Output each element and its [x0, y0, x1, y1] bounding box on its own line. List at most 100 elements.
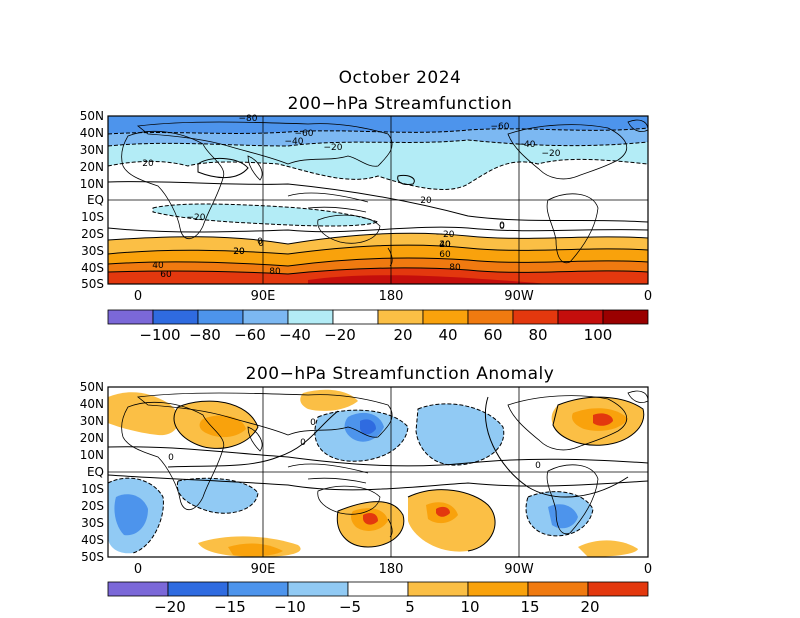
colorbar-label: 5 [405, 598, 415, 616]
top-contour-label: 80 [269, 267, 281, 277]
colorbar-label: −60 [234, 326, 266, 344]
top-contour-label: −40 [285, 137, 304, 147]
bottom-contour-label: 0 [310, 418, 316, 428]
colorbar-swatch [152, 309, 199, 325]
lat-label: 20S [81, 499, 104, 513]
colorbar-swatch [587, 581, 649, 597]
lat-label: 30N [79, 414, 104, 428]
top-contour-label: 20 [439, 240, 451, 250]
colorbar-label: 20 [393, 326, 413, 344]
top-contour-label: 60 [160, 270, 172, 280]
top-contour-label: −20 [324, 143, 343, 153]
colorbar-swatch [557, 309, 604, 325]
top-contour-label: −20 [436, 230, 455, 240]
colorbar-label: 10 [460, 598, 480, 616]
top-contour-label: 0 [258, 239, 264, 249]
lat-label: 30S [81, 244, 104, 258]
colorbar-swatch [287, 309, 334, 325]
top-contour-label: 0 [499, 221, 505, 231]
colorbar-label: 60 [483, 326, 503, 344]
top-contour-label: 20 [233, 247, 245, 257]
lat-label: 50N [79, 380, 104, 394]
coast-australia [317, 214, 381, 244]
top-colorbar [107, 309, 649, 325]
lon-label: 0 [643, 289, 653, 304]
top-contour-label: 60 [439, 250, 451, 260]
colorbar-swatch [242, 309, 289, 325]
lat-label: 50S [81, 277, 104, 291]
top-band-neg20-north [108, 140, 648, 190]
lon-label: 90W [504, 562, 534, 577]
lat-label: 30N [79, 143, 104, 157]
colorbar-label: −40 [279, 326, 311, 344]
colorbar-swatch [287, 581, 349, 597]
bottom-colorbar [107, 581, 649, 597]
colorbar-swatch [467, 309, 514, 325]
top-contour-label: 40 [439, 240, 451, 250]
colorbar-swatch [332, 309, 379, 325]
colorbar-label: −5 [338, 598, 362, 616]
top-contour-label: −20 [542, 149, 561, 159]
lon-label: 90E [250, 289, 276, 304]
lat-label: 10N [79, 177, 104, 191]
colorbar-label: −20 [324, 326, 356, 344]
top-contour-label: 0 [499, 222, 505, 232]
colorbar-swatch [602, 309, 649, 325]
colorbar-label: −15 [214, 598, 246, 616]
colorbar-label: 40 [438, 326, 458, 344]
colorbar-swatch [527, 581, 589, 597]
lat-label: 10S [81, 210, 104, 224]
coast-india [247, 155, 263, 181]
top-contour-label: 80 [449, 263, 461, 273]
bottom-contour-label: 0 [168, 453, 174, 463]
top-contour-label: 40 [439, 240, 451, 250]
colorbar-label: −80 [189, 326, 221, 344]
colorbar-swatch [512, 309, 559, 325]
lat-label: 20N [79, 160, 104, 174]
top-band-neg20-south [153, 204, 378, 226]
top-contour-label: −60 [295, 129, 314, 139]
lon-label: 180 [378, 562, 404, 577]
top-contour-label: 20 [233, 247, 245, 257]
lat-label: 50N [79, 109, 104, 123]
bottom-panel-title: 200−hPa Streamfunction Anomaly [245, 364, 555, 384]
top-panel-title: 200−hPa Streamfunction [287, 94, 513, 114]
lat-label: 40S [81, 533, 104, 547]
top-contour-label: 0 [257, 237, 263, 247]
colorbar-label: −20 [154, 598, 186, 616]
lon-label: 0 [133, 289, 143, 304]
colorbar-label: 20 [580, 598, 600, 616]
top-contour-label: −80 [239, 114, 258, 124]
lat-label: EQ [86, 193, 104, 207]
coast-north-america [507, 124, 628, 180]
lon-label: 0 [643, 562, 653, 577]
colorbar-swatch [467, 581, 529, 597]
bottom-contour-label: 0 [300, 438, 306, 448]
colorbar-swatch [377, 309, 424, 325]
coast-south-america [546, 193, 599, 264]
lat-label: 40N [79, 126, 104, 140]
lat-label: 30S [81, 516, 104, 530]
top-contour-label: 20 [420, 196, 432, 206]
lat-label: 40S [81, 261, 104, 275]
lon-label: 180 [378, 289, 404, 304]
top-band-pos100 [308, 275, 548, 284]
lon-label: 90W [504, 289, 534, 304]
coast-africa [121, 131, 225, 240]
top-contour-label: −40 [517, 140, 536, 150]
top-map: −80 −60 −40 −20 20 −20 −60 −40 −20 20 0 … [107, 114, 649, 285]
colorbar-swatch [227, 581, 289, 597]
colorbar-swatch [107, 309, 154, 325]
colorbar-label: 100 [583, 326, 613, 344]
lat-label: 40N [79, 397, 104, 411]
lat-label: 50S [81, 550, 104, 564]
top-contour-label: 40 [152, 261, 164, 271]
bottom-map: 0 0 0 0 [107, 386, 649, 558]
colorbar-label: 15 [520, 598, 540, 616]
coast-eurasia [137, 121, 393, 167]
top-contour-label: 20 [142, 159, 154, 169]
colorbar-label: −100 [139, 326, 181, 344]
bottom-contour-label: 0 [535, 461, 541, 471]
colorbar-swatch [107, 581, 169, 597]
colorbar-swatch [197, 309, 244, 325]
